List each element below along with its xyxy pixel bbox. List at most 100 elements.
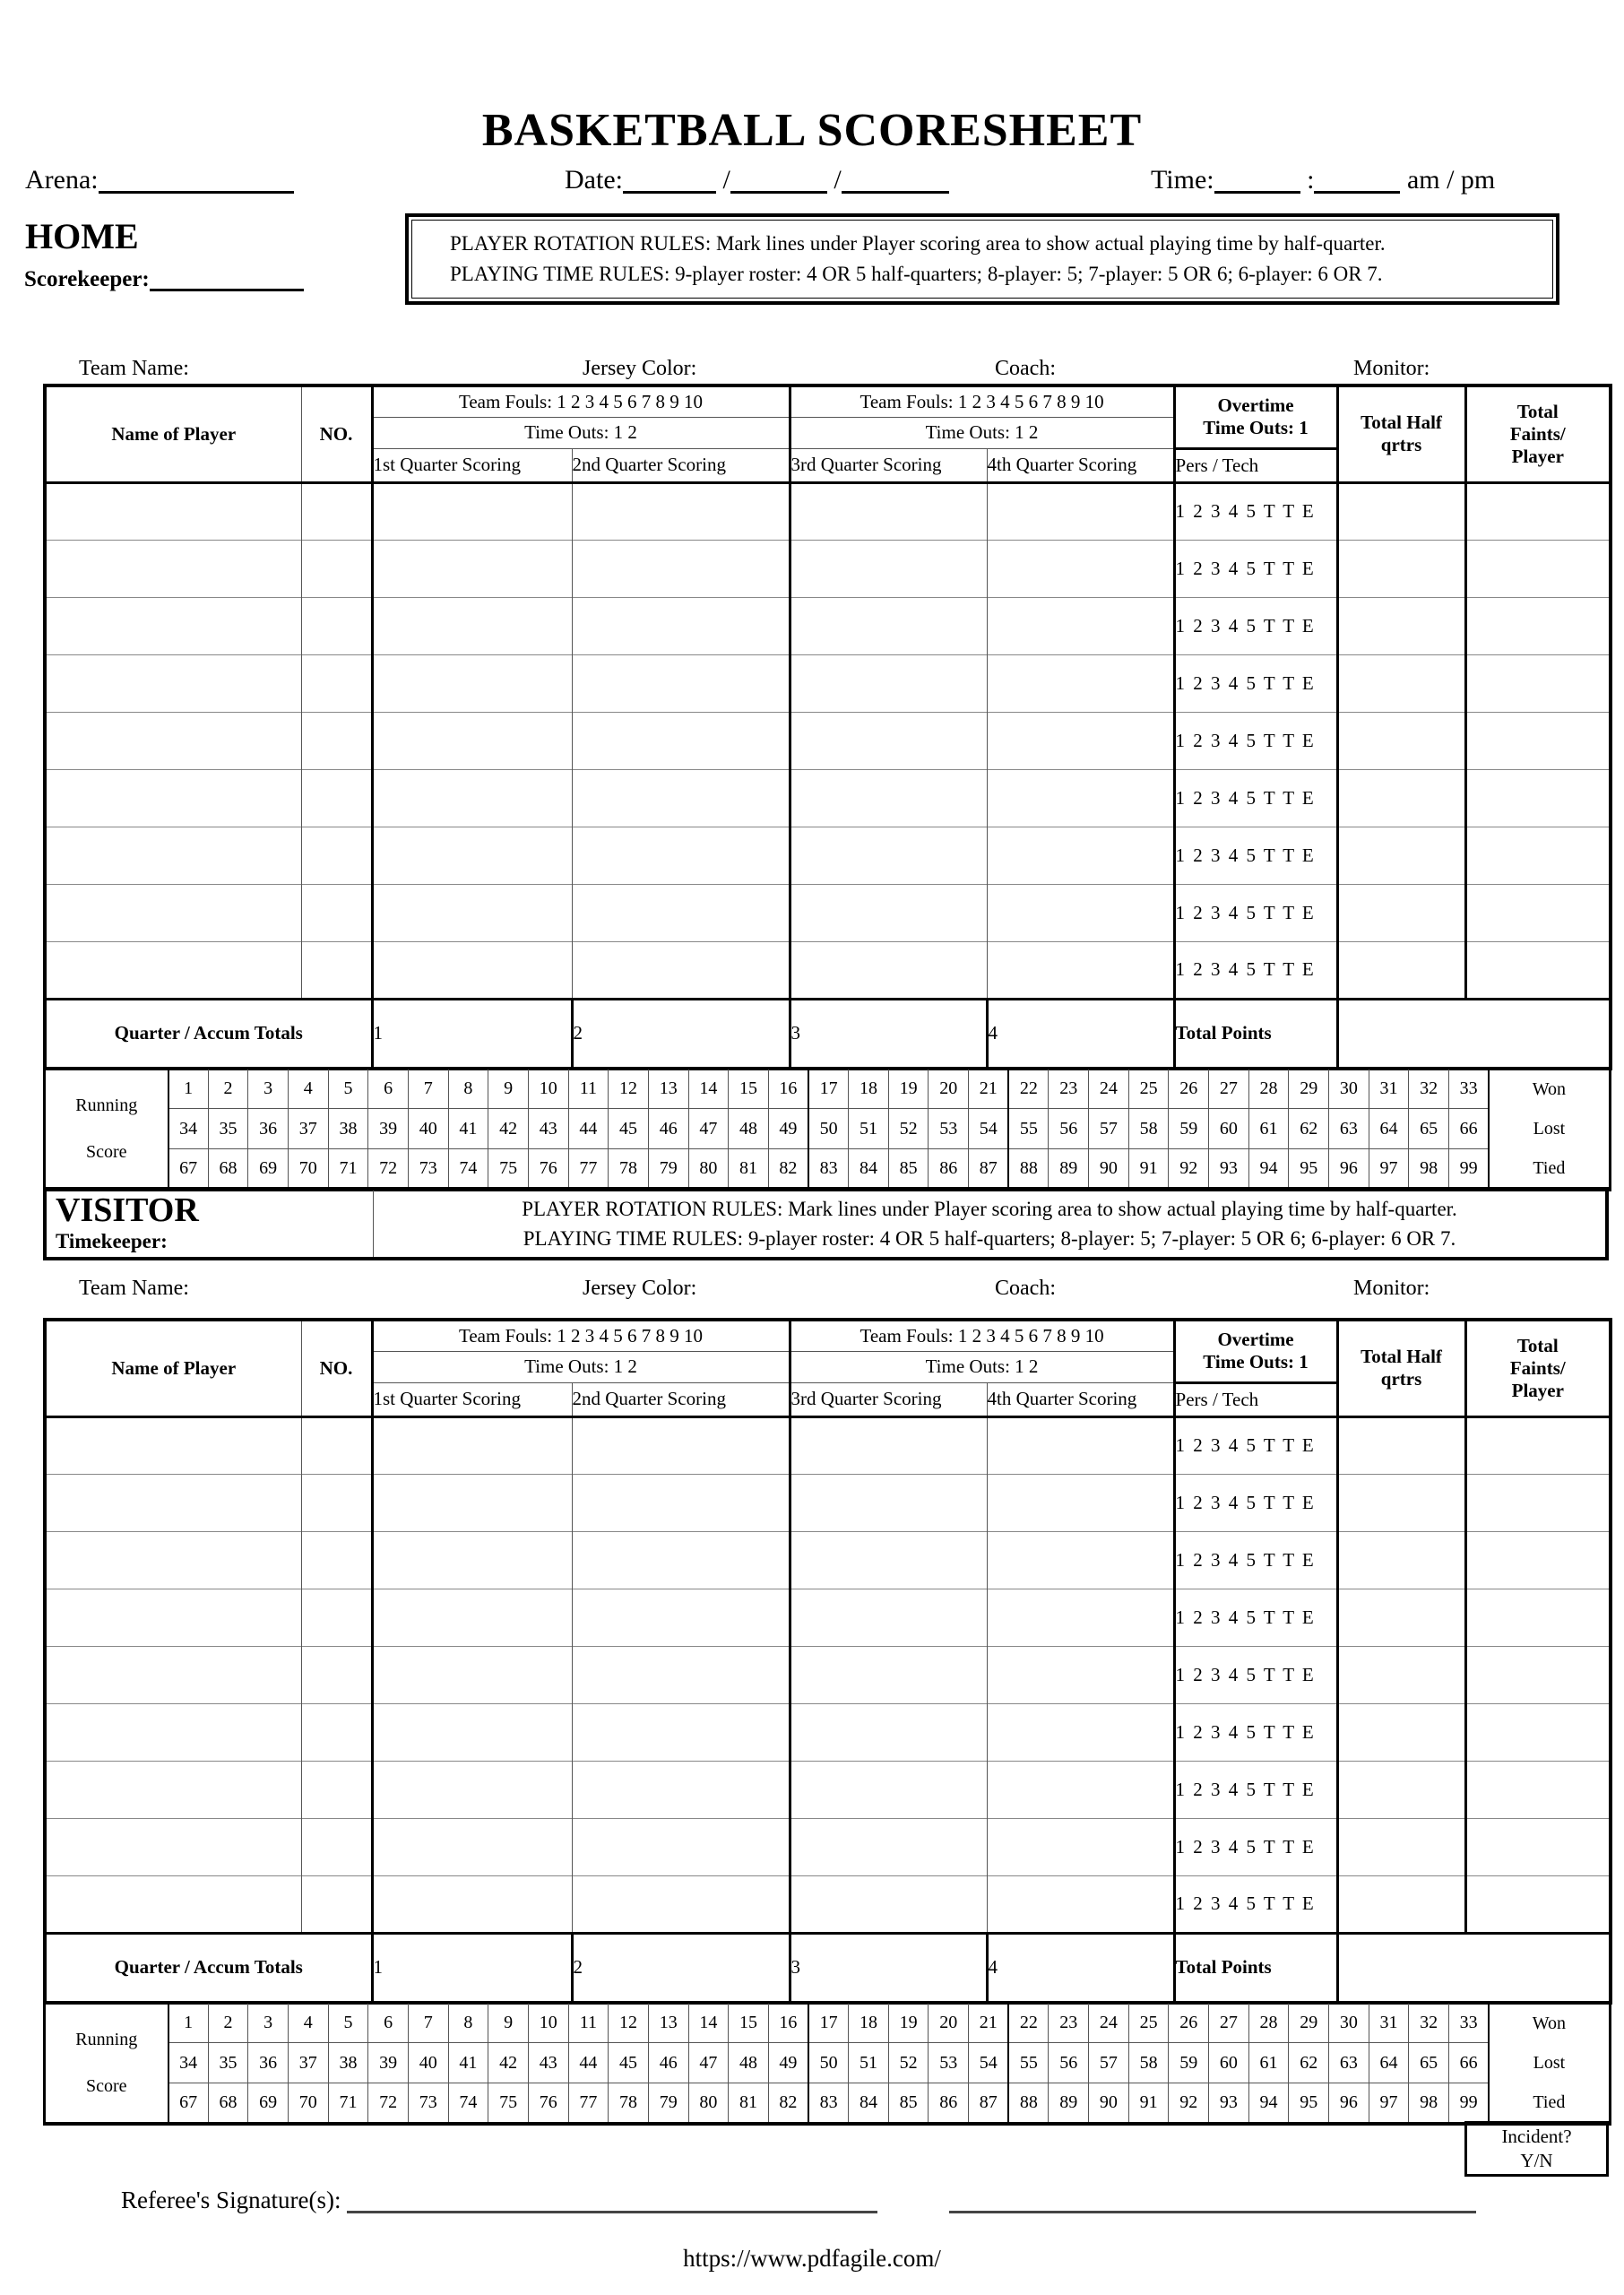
q2-scoring-cell[interactable] — [571, 1588, 790, 1646]
running-score-cell[interactable]: 42 — [488, 2042, 529, 2084]
running-score-cell[interactable]: 71 — [327, 2083, 369, 2125]
running-score-cell[interactable]: 63 — [1328, 1108, 1369, 1150]
q3-scoring-cell[interactable] — [788, 1530, 988, 1589]
running-score-cell[interactable]: 14 — [687, 1067, 730, 1110]
running-score-cell[interactable]: 51 — [848, 1108, 889, 1150]
q4-scoring-cell[interactable] — [986, 940, 1175, 999]
personal-fouls-scale[interactable]: 1 2 3 4 5 T T E — [1172, 940, 1338, 999]
total-half-qrtrs-cell[interactable] — [1335, 826, 1466, 884]
running-score-cell[interactable]: 4 — [287, 1067, 329, 1110]
running-score-cell[interactable]: 96 — [1328, 2083, 1369, 2125]
running-score-cell[interactable]: 28 — [1248, 1067, 1290, 1110]
running-score-cell[interactable]: 78 — [608, 2083, 649, 2125]
running-score-cell[interactable]: 32 — [1408, 2001, 1449, 2044]
running-score-cell[interactable]: 51 — [848, 2042, 889, 2084]
q2-scoring-cell[interactable] — [571, 768, 790, 827]
running-score-cell[interactable]: 74 — [447, 1148, 489, 1191]
running-score-cell[interactable]: 47 — [687, 2042, 730, 2084]
player-name-cell[interactable] — [45, 1588, 301, 1646]
running-score-cell[interactable]: 85 — [887, 2083, 929, 2125]
running-score-cell[interactable]: 17 — [808, 2001, 850, 2044]
q4-scoring-cell[interactable] — [986, 481, 1175, 540]
running-score-cell[interactable]: 65 — [1408, 1108, 1449, 1150]
personal-fouls-scale[interactable]: 1 2 3 4 5 T T E — [1172, 1530, 1338, 1589]
q2-scoring-cell[interactable] — [571, 1530, 790, 1589]
running-score-cell[interactable]: 74 — [447, 2083, 489, 2125]
running-score-cell[interactable]: 66 — [1448, 2042, 1490, 2084]
running-score-cell[interactable]: 80 — [687, 2083, 730, 2125]
personal-fouls-scale[interactable]: 1 2 3 4 5 T T E — [1172, 711, 1338, 769]
running-score-cell[interactable]: 88 — [1007, 1148, 1050, 1191]
running-score-cell[interactable]: 89 — [1048, 2083, 1090, 2125]
q3-scoring-cell[interactable] — [788, 1875, 988, 1933]
q1-scoring-cell[interactable] — [370, 1817, 572, 1875]
q2-scoring-cell[interactable] — [571, 1415, 790, 1474]
running-score-cell[interactable]: 49 — [767, 2042, 809, 2084]
running-score-cell[interactable]: 41 — [447, 1108, 489, 1150]
q4-scoring-cell[interactable] — [986, 768, 1175, 827]
running-score-cell[interactable]: 67 — [168, 2083, 209, 2125]
running-score-cell[interactable]: 29 — [1288, 2001, 1330, 2044]
player-name-cell[interactable] — [45, 596, 301, 654]
running-score-cell[interactable]: 27 — [1208, 2001, 1249, 2044]
q2-scoring-cell[interactable] — [571, 539, 790, 597]
q2-scoring-cell[interactable] — [571, 654, 790, 712]
quarter-1-total-cell[interactable]: 1 — [370, 1931, 572, 2003]
running-score-cell[interactable]: 93 — [1208, 2083, 1249, 2125]
q2-scoring-cell[interactable] — [571, 596, 790, 654]
running-score-cell[interactable]: 21 — [968, 1067, 1009, 1110]
running-score-cell[interactable]: 27 — [1208, 1067, 1249, 1110]
total-half-qrtrs-cell[interactable] — [1335, 1702, 1466, 1761]
q4-scoring-cell[interactable] — [986, 1530, 1175, 1589]
running-score-cell[interactable]: 57 — [1088, 2042, 1129, 2084]
player-no-cell[interactable] — [300, 711, 372, 769]
running-score-cell[interactable]: 34 — [168, 2042, 209, 2084]
running-score-cell[interactable]: 52 — [887, 2042, 929, 2084]
q1-scoring-cell[interactable] — [370, 596, 572, 654]
total-faints-cell[interactable] — [1464, 768, 1611, 827]
running-score-cell[interactable]: 36 — [247, 1108, 289, 1150]
header-overtime-timeouts[interactable]: Overtime Time Outs: 1 — [1172, 385, 1338, 448]
date-blank-month[interactable] — [622, 164, 716, 194]
total-half-qrtrs-cell[interactable] — [1335, 481, 1466, 540]
scorekeeper-blank[interactable] — [149, 262, 304, 291]
player-no-cell[interactable] — [300, 1645, 372, 1703]
running-score-cell[interactable]: 99 — [1448, 1148, 1490, 1191]
q1-scoring-cell[interactable] — [370, 654, 572, 712]
total-half-qrtrs-cell[interactable] — [1335, 1817, 1466, 1875]
total-half-qrtrs-cell[interactable] — [1335, 940, 1466, 999]
running-score-cell[interactable]: 1 — [168, 1067, 209, 1110]
running-score-cell[interactable]: 5 — [327, 1067, 369, 1110]
q4-scoring-cell[interactable] — [986, 1875, 1175, 1933]
q3-scoring-cell[interactable] — [788, 481, 988, 540]
date-blank-day[interactable] — [730, 164, 827, 194]
running-score-cell[interactable]: 32 — [1408, 1067, 1449, 1110]
running-score-cell[interactable]: 48 — [728, 1108, 769, 1150]
running-score-cell[interactable]: 65 — [1408, 2042, 1449, 2084]
q1-scoring-cell[interactable] — [370, 481, 572, 540]
total-faints-cell[interactable] — [1464, 940, 1611, 999]
running-score-cell[interactable]: 86 — [928, 1148, 970, 1191]
running-score-cell[interactable]: 39 — [367, 1108, 409, 1150]
game-result-cell[interactable]: Won Lost Tied — [1488, 1068, 1611, 1190]
running-score-cell[interactable]: 45 — [608, 2042, 649, 2084]
running-score-cell[interactable]: 14 — [687, 2001, 730, 2044]
running-score-cell[interactable]: 87 — [968, 1148, 1009, 1191]
q3-scoring-cell[interactable] — [788, 1473, 988, 1531]
header-time-outs-right[interactable]: Time Outs: 1 2 — [788, 416, 1175, 448]
player-no-cell[interactable] — [300, 1875, 372, 1933]
personal-fouls-scale[interactable]: 1 2 3 4 5 T T E — [1172, 1760, 1338, 1818]
running-score-cell[interactable]: 93 — [1208, 1148, 1249, 1191]
personal-fouls-scale[interactable]: 1 2 3 4 5 T T E — [1172, 481, 1338, 540]
running-score-cell[interactable]: 25 — [1127, 1067, 1170, 1110]
q3-scoring-cell[interactable] — [788, 711, 988, 769]
player-no-cell[interactable] — [300, 1817, 372, 1875]
q1-scoring-cell[interactable] — [370, 539, 572, 597]
personal-fouls-scale[interactable]: 1 2 3 4 5 T T E — [1172, 1817, 1338, 1875]
running-score-cell[interactable]: 84 — [848, 1148, 889, 1191]
q1-scoring-cell[interactable] — [370, 1588, 572, 1646]
running-score-cell[interactable]: 55 — [1007, 2042, 1050, 2084]
running-score-cell[interactable]: 20 — [928, 1067, 970, 1110]
running-score-cell[interactable]: 24 — [1088, 2001, 1129, 2044]
q1-scoring-cell[interactable] — [370, 883, 572, 941]
